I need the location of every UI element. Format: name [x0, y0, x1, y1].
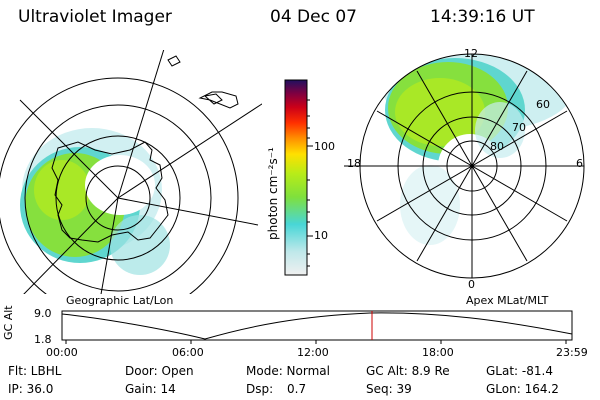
colorbar — [284, 79, 313, 276]
gain-status: Gain: 14 — [125, 382, 176, 396]
seq-status: Seq: 39 — [366, 382, 412, 396]
dsp-label: Dsp: — [246, 382, 274, 396]
antarctica-coastline — [51, 141, 169, 243]
time-tick-1800: 18:00 — [422, 346, 454, 359]
apex-image — [344, 53, 585, 279]
land-outline-south-america — [167, 55, 239, 109]
mode-status: Mode: Normal — [246, 364, 330, 378]
alt-tick-9: 9.0 — [34, 307, 52, 320]
mlat-label-70: 70 — [512, 121, 526, 134]
alt-tick-1-8: 1.8 — [34, 333, 52, 346]
mlt-label-18: 18 — [347, 157, 361, 170]
mlt-label-0: 0 — [468, 278, 475, 291]
geographic-grid — [0, 50, 262, 294]
time-tick-0000: 00:00 — [46, 346, 78, 359]
auroral-emission-right — [383, 54, 573, 245]
mlt-label-12: 12 — [464, 47, 478, 60]
left-panel-caption: Geographic Lat/Lon — [66, 294, 174, 307]
colorbar-tick-10: 10 — [314, 229, 328, 242]
gc-alt-status: GC Alt: 8.9 Re — [366, 364, 450, 378]
date-label: 04 Dec 07 — [270, 7, 357, 27]
mlt-label-6: 6 — [576, 157, 583, 170]
dsp-value: 0.7 — [287, 382, 307, 396]
time-tick-2359: 23:59 — [556, 346, 588, 359]
colorbar-tick-100: 100 — [314, 140, 335, 153]
geographic-image — [0, 50, 262, 294]
colorbar-unit-label: photon cm⁻²s⁻¹ — [266, 147, 280, 240]
filter-status: Flt: LBHL — [8, 364, 62, 378]
door-status: Door: Open — [125, 364, 194, 378]
glat-status: GLat: -81.4 — [486, 364, 553, 378]
mlat-label-60: 60 — [536, 98, 550, 111]
apex-grid — [344, 53, 585, 279]
right-panel-caption: Apex MLat/MLT — [466, 294, 549, 307]
altitude-curve — [61, 312, 573, 340]
time-label: 14:39:16 UT — [430, 7, 535, 27]
mlat-label-80: 80 — [490, 140, 504, 153]
time-tick-0600: 06:00 — [172, 346, 204, 359]
ip-status: IP: 36.0 — [8, 382, 54, 396]
instrument-title: Ultraviolet Imager — [18, 7, 172, 27]
auroral-emission-left — [20, 128, 170, 275]
glon-status: GLon: 164.2 — [486, 382, 559, 396]
gc-alt-axis-label: GC Alt — [2, 305, 15, 340]
time-tick-1200: 12:00 — [297, 346, 329, 359]
altitude-plot — [61, 310, 573, 344]
